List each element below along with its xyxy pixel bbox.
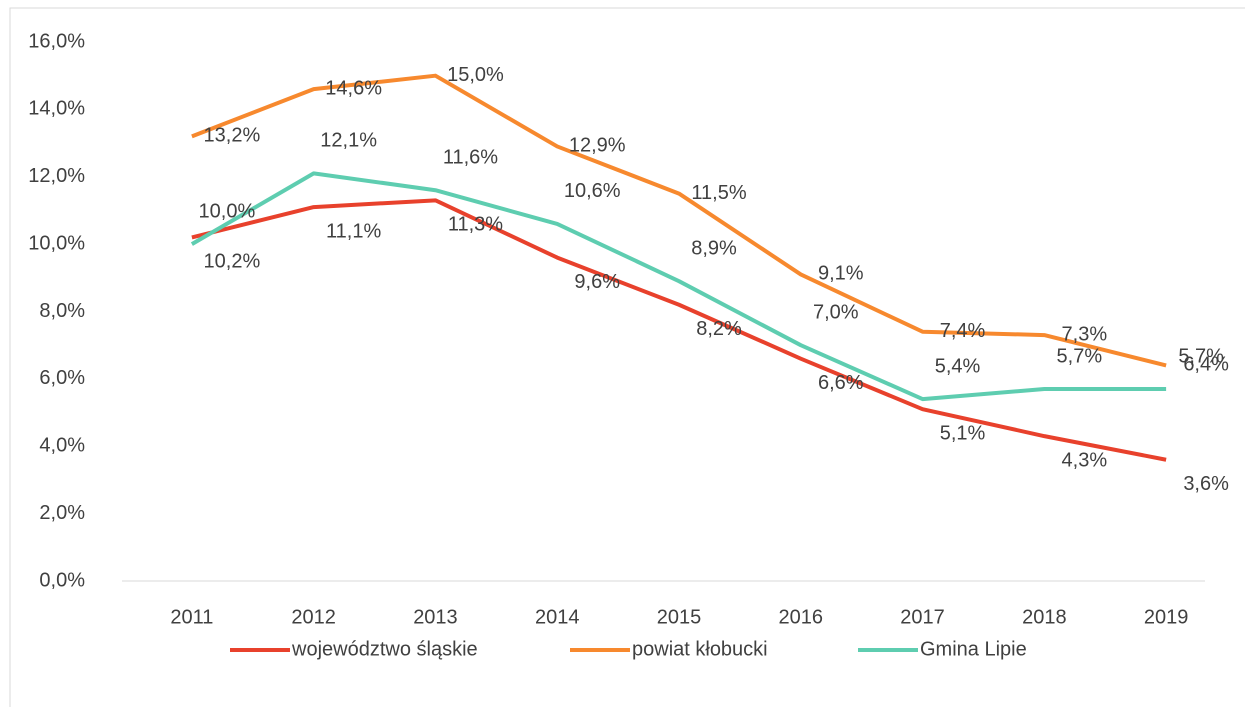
x-tick-label: 2017: [900, 606, 945, 628]
y-tick-label: 6,0%: [39, 367, 85, 389]
y-tick-label: 8,0%: [39, 300, 85, 322]
legend-label: Gmina Lipie: [920, 638, 1027, 660]
data-label: 14,6%: [325, 77, 382, 99]
x-tick-label: 2019: [1144, 606, 1189, 628]
data-label: 12,1%: [320, 130, 377, 152]
x-tick-label: 2011: [170, 606, 213, 628]
x-tick-label: 2014: [535, 606, 580, 628]
x-tick-label: 2013: [413, 606, 458, 628]
y-tick-label: 2,0%: [39, 502, 85, 524]
data-label: 4,3%: [1062, 449, 1108, 471]
x-tick-label: 2012: [291, 606, 336, 628]
data-label: 10,2%: [204, 251, 261, 273]
series-line: [191, 73, 1167, 368]
data-label: 11,1%: [326, 220, 381, 242]
data-label: 8,9%: [691, 237, 737, 259]
x-tick-label: 2016: [779, 606, 824, 628]
data-label: 9,6%: [574, 271, 620, 293]
data-label: 11,5%: [691, 182, 746, 204]
data-label: 3,6%: [1183, 473, 1229, 495]
data-label: 7,3%: [1062, 323, 1108, 345]
data-label: 15,0%: [447, 64, 504, 86]
y-tick-label: 12,0%: [28, 165, 85, 187]
y-tick-label: 16,0%: [28, 30, 85, 52]
y-tick-label: 14,0%: [28, 98, 85, 120]
data-label: 13,2%: [204, 125, 261, 147]
x-tick-label: 2015: [657, 606, 702, 628]
data-label: 8,2%: [696, 318, 742, 340]
data-label: 11,3%: [448, 214, 503, 236]
legend-label: powiat kłobucki: [632, 638, 768, 660]
data-label: 5,7%: [1178, 345, 1224, 367]
data-label: 6,4%: [1183, 354, 1229, 376]
data-label: 7,0%: [813, 301, 859, 323]
y-tick-label: 10,0%: [28, 232, 85, 254]
data-label: 12,9%: [569, 135, 626, 157]
data-label: 7,4%: [940, 320, 986, 342]
x-tick-label: 2018: [1022, 606, 1067, 628]
data-label: 10,0%: [199, 200, 256, 222]
data-label: 5,4%: [935, 355, 981, 377]
chart-border: [9, 7, 1245, 707]
data-label: 5,1%: [940, 422, 986, 444]
data-label: 11,6%: [443, 147, 498, 169]
series-line: [191, 198, 1167, 462]
y-tick-label: 0,0%: [39, 569, 85, 591]
legend-label: województwo śląskie: [291, 638, 478, 660]
data-label: 10,6%: [564, 180, 621, 202]
y-tick-label: 4,0%: [39, 435, 85, 457]
data-label: 5,7%: [1057, 345, 1103, 367]
data-label: 6,6%: [818, 372, 864, 394]
series-line: [190, 171, 1167, 402]
data-label: 9,1%: [818, 263, 864, 285]
